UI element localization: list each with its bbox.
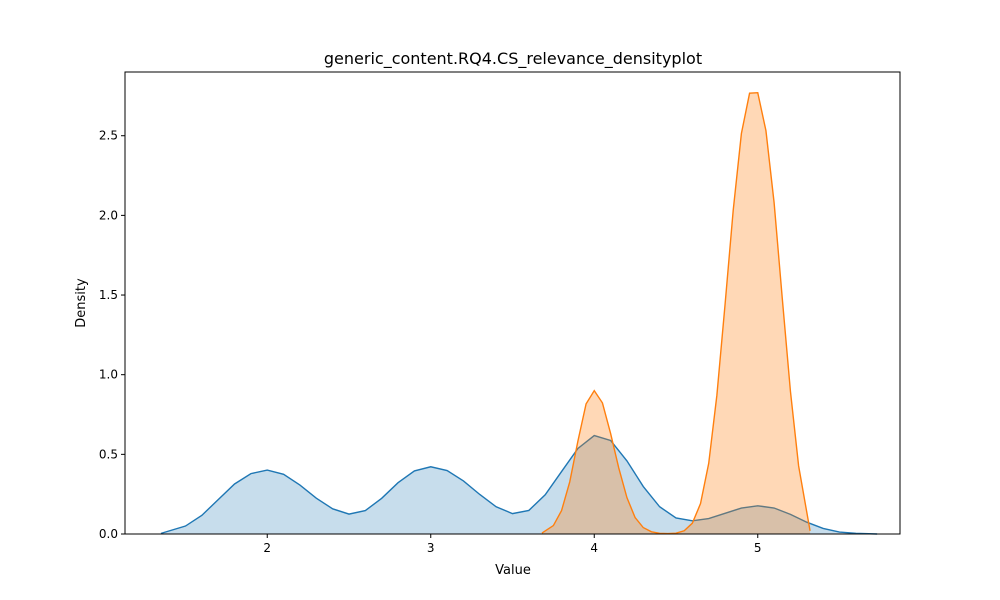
y-tick-label: 0.5 bbox=[99, 447, 118, 461]
x-tick-label: 2 bbox=[263, 541, 271, 555]
y-tick-label: 2.0 bbox=[99, 208, 118, 222]
series-2-line bbox=[541, 91, 811, 535]
y-tick-label: 1.5 bbox=[99, 288, 118, 302]
y-axis: 0.0 0.5 1.0 1.5 2.0 2.5 bbox=[99, 129, 125, 541]
y-axis-label: Density bbox=[74, 278, 89, 328]
chart-title: generic_content.RQ4.CS_relevance_density… bbox=[324, 49, 702, 69]
y-tick-label: 0.0 bbox=[99, 527, 118, 541]
axes-frame bbox=[124, 71, 901, 535]
x-tick-label: 5 bbox=[754, 541, 762, 555]
plot-area bbox=[160, 91, 878, 535]
x-tick-label: 3 bbox=[427, 541, 435, 555]
series-2-fill bbox=[541, 92, 811, 535]
x-axis: 2 3 4 5 bbox=[263, 534, 762, 555]
x-axis-label: Value bbox=[495, 563, 531, 578]
series-1-fill bbox=[160, 435, 878, 534]
y-tick-label: 1.0 bbox=[99, 368, 118, 382]
x-tick-label: 4 bbox=[590, 541, 598, 555]
series-1-line bbox=[160, 434, 878, 535]
y-tick-label: 2.5 bbox=[99, 129, 118, 143]
